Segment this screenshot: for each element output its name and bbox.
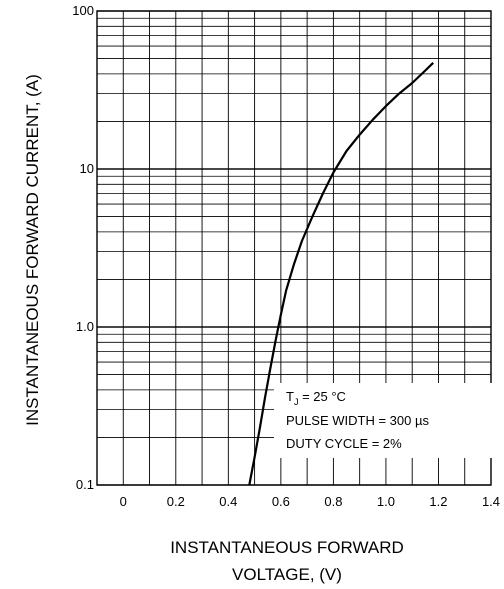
y-tick-label: 0.1	[76, 477, 94, 492]
annotation-tj-label: T	[286, 389, 294, 404]
x-tick-label: 0.6	[272, 494, 290, 509]
x-tick-label: 0	[120, 494, 127, 509]
test-conditions-annotation: TJ = 25 °C PULSE WIDTH = 300 µs DUTY CYC…	[274, 383, 492, 458]
plot-curve	[248, 62, 434, 486]
x-axis-title-line1: INSTANTANEOUS FORWARD	[170, 538, 404, 557]
x-tick-label: 1.4	[482, 494, 500, 509]
y-tick-label: 10	[80, 161, 94, 176]
x-tick-label: 0.4	[219, 494, 237, 509]
x-tick-label: 0.8	[324, 494, 342, 509]
x-tick-label: 0.2	[167, 494, 185, 509]
annotation-tj: TJ = 25 °C	[286, 389, 346, 407]
annotation-tj-subscript: J	[294, 397, 299, 407]
annotation-box	[274, 383, 492, 458]
x-tick-label: 1.2	[429, 494, 447, 509]
tick-labels: 0 0.2 0.4 0.6 0.8 1.0 1.2 1.4 0.1 1.0 10 100	[72, 3, 500, 509]
y-tick-label: 1.0	[76, 319, 94, 334]
x-axis-title-line2: VOLTAGE, (V)	[232, 565, 342, 584]
annotation-duty-cycle: DUTY CYCLE = 2%	[286, 436, 402, 451]
forward-current-curve	[248, 62, 434, 486]
y-tick-label: 100	[72, 3, 94, 18]
annotation-pulse-width: PULSE WIDTH = 300 µs	[286, 413, 429, 428]
annotation-tj-value: = 25 °C	[298, 389, 345, 404]
x-tick-label: 1.0	[377, 494, 395, 509]
y-axis-title: INSTANTANEOUS FORWARD CURRENT, (A)	[23, 74, 42, 426]
